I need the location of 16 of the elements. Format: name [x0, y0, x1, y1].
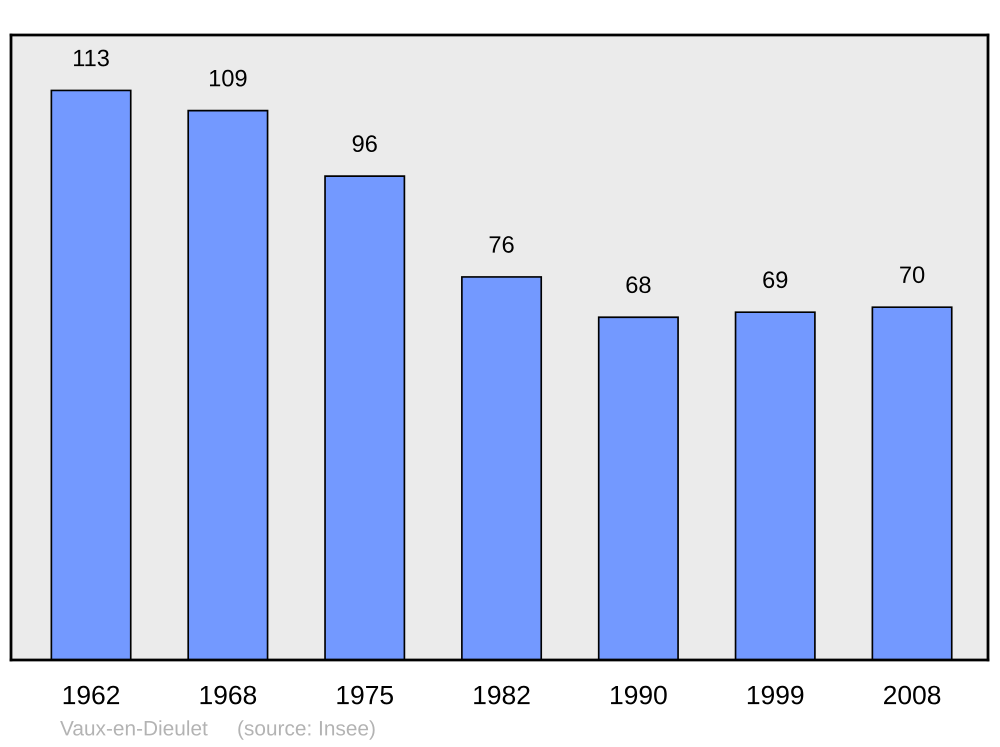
- x-tick-label: 1968: [200, 686, 256, 704]
- data-label: 70: [900, 266, 924, 284]
- text: (source: Insee): [238, 720, 375, 740]
- x-tick-label: 2008: [884, 686, 940, 704]
- data-label: 96: [352, 135, 377, 152]
- data-label: 76: [490, 236, 514, 253]
- x-tick-label: 1999: [748, 686, 804, 704]
- data-label: 113: [74, 50, 109, 66]
- x-tick-label: 1975: [337, 686, 393, 704]
- x-tick-label: 1990: [611, 686, 667, 704]
- data-label: 69: [763, 271, 788, 288]
- text: Vaux-en-Dieulet: [60, 720, 208, 736]
- data-label: 109: [210, 70, 246, 86]
- data-label: 68: [626, 276, 650, 294]
- x-tick-label: 1982: [474, 686, 530, 704]
- x-tick-label: 1962: [64, 686, 120, 704]
